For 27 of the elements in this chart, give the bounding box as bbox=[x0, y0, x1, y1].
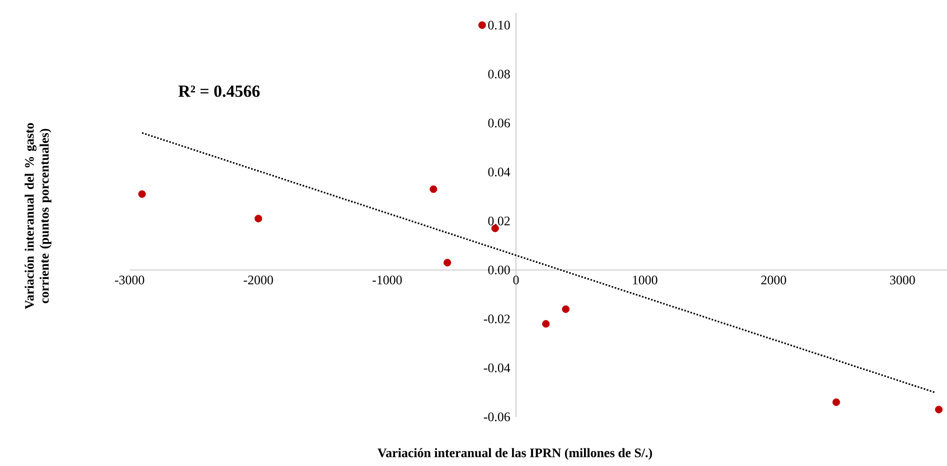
y-tick-label: 0.08 bbox=[488, 70, 510, 79]
annotation: R² = 0.4566 bbox=[178, 85, 260, 97]
point bbox=[562, 305, 570, 313]
point bbox=[138, 190, 146, 198]
x-tick-label: 1000 bbox=[633, 276, 658, 284]
y-tick-label: -0.02 bbox=[484, 314, 510, 324]
point bbox=[832, 398, 840, 406]
x-tick-label: 0 bbox=[513, 276, 519, 284]
point bbox=[478, 21, 486, 29]
x-tick-label: -2000 bbox=[244, 276, 273, 284]
y-tick-label: 0.04 bbox=[488, 168, 510, 176]
y-tick-label: 0.06 bbox=[488, 118, 510, 128]
y-tick-label: 0.10 bbox=[488, 20, 510, 30]
x-tick-label: 3000 bbox=[890, 276, 915, 284]
y-tick-label: -0.06 bbox=[484, 412, 510, 422]
y-tick-label: 0.02 bbox=[488, 216, 510, 226]
x-tick-label: -3000 bbox=[114, 276, 144, 284]
x-tick-label: -1000 bbox=[372, 276, 402, 284]
point bbox=[430, 185, 438, 193]
point bbox=[444, 258, 452, 266]
point bbox=[542, 320, 550, 328]
y-axis-title: Variación interanual del % gasto corriente (puntos porcentuales) bbox=[24, 123, 52, 310]
point bbox=[254, 214, 262, 222]
x-axis-title: Variación interanual de las IPRN (millones de S/.) bbox=[378, 448, 652, 460]
x-tick-label: 2000 bbox=[761, 276, 786, 284]
y-tick-label: 0.00 bbox=[488, 266, 510, 274]
y-tick-label: -0.04 bbox=[484, 364, 510, 372]
